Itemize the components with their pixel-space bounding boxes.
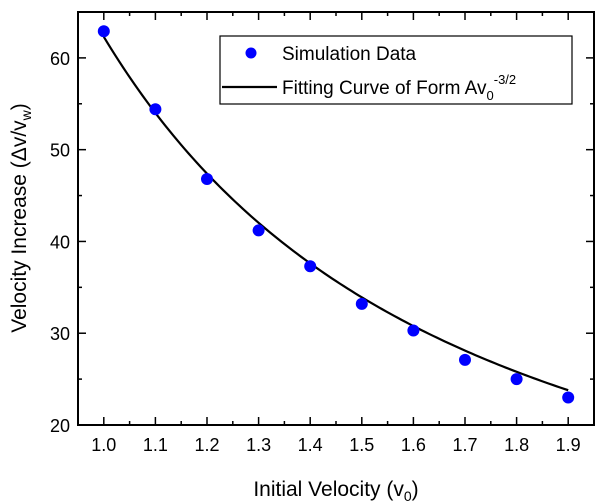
x-axis-title-close: ) <box>412 478 419 501</box>
y-axis-title-sub: w <box>18 109 34 121</box>
y-axis-title: Velocity Increase (Δv/vw) <box>8 103 34 333</box>
x-tick-label: 1.3 <box>246 435 271 455</box>
data-point <box>407 324 420 337</box>
x-tick-label: 1.2 <box>194 435 219 455</box>
legend-label-fit-sup: -3/2 <box>494 72 516 87</box>
y-tick-labels: 20 30 40 50 60 <box>50 49 70 436</box>
x-axis-title-sub: 0 <box>404 488 412 501</box>
data-point <box>97 25 110 38</box>
x-tick-label: 1.5 <box>349 435 374 455</box>
x-tick-label: 1.7 <box>452 435 477 455</box>
legend-marker-simulation <box>245 47 257 59</box>
fit-curve-line <box>102 36 569 392</box>
y-tick-label: 60 <box>50 49 70 69</box>
legend: Simulation Data Fitting Curve of Form Av… <box>219 35 573 105</box>
legend-box <box>219 35 573 105</box>
x-tick-label: 1.8 <box>504 435 529 455</box>
simulation-points <box>97 25 575 404</box>
legend-label-simulation: Simulation Data <box>282 44 417 65</box>
x-tick-label: 1.9 <box>556 435 581 455</box>
legend-label-fit-sub: 0 <box>487 88 494 103</box>
y-tick-label: 50 <box>50 141 70 161</box>
data-point <box>304 260 317 273</box>
axis-ticks <box>78 11 594 426</box>
y-tick-label: 20 <box>50 416 70 436</box>
data-point <box>252 224 265 237</box>
data-point <box>459 353 471 366</box>
data-point <box>149 103 162 116</box>
x-tick-labels: 1.0 1.1 1.2 1.3 1.4 1.5 1.6 1.7 1.8 1.9 <box>91 435 580 455</box>
x-tick-label: 1.4 <box>298 435 323 455</box>
data-point <box>355 297 368 310</box>
y-tick-label: 30 <box>50 324 70 344</box>
y-tick-label: 40 <box>50 232 70 252</box>
legend-label-fit: Fitting Curve of Form Av0-3/2 <box>282 72 516 103</box>
data-point <box>562 391 575 404</box>
data-point <box>510 373 523 386</box>
data-point <box>201 173 213 186</box>
y-axis-title-close: ) <box>8 103 31 110</box>
x-axis-title: Initial Velocity (v0) <box>253 478 418 501</box>
x-tick-label: 1.6 <box>401 435 426 455</box>
x-tick-label: 1.0 <box>91 435 116 455</box>
x-tick-label: 1.1 <box>143 435 168 455</box>
